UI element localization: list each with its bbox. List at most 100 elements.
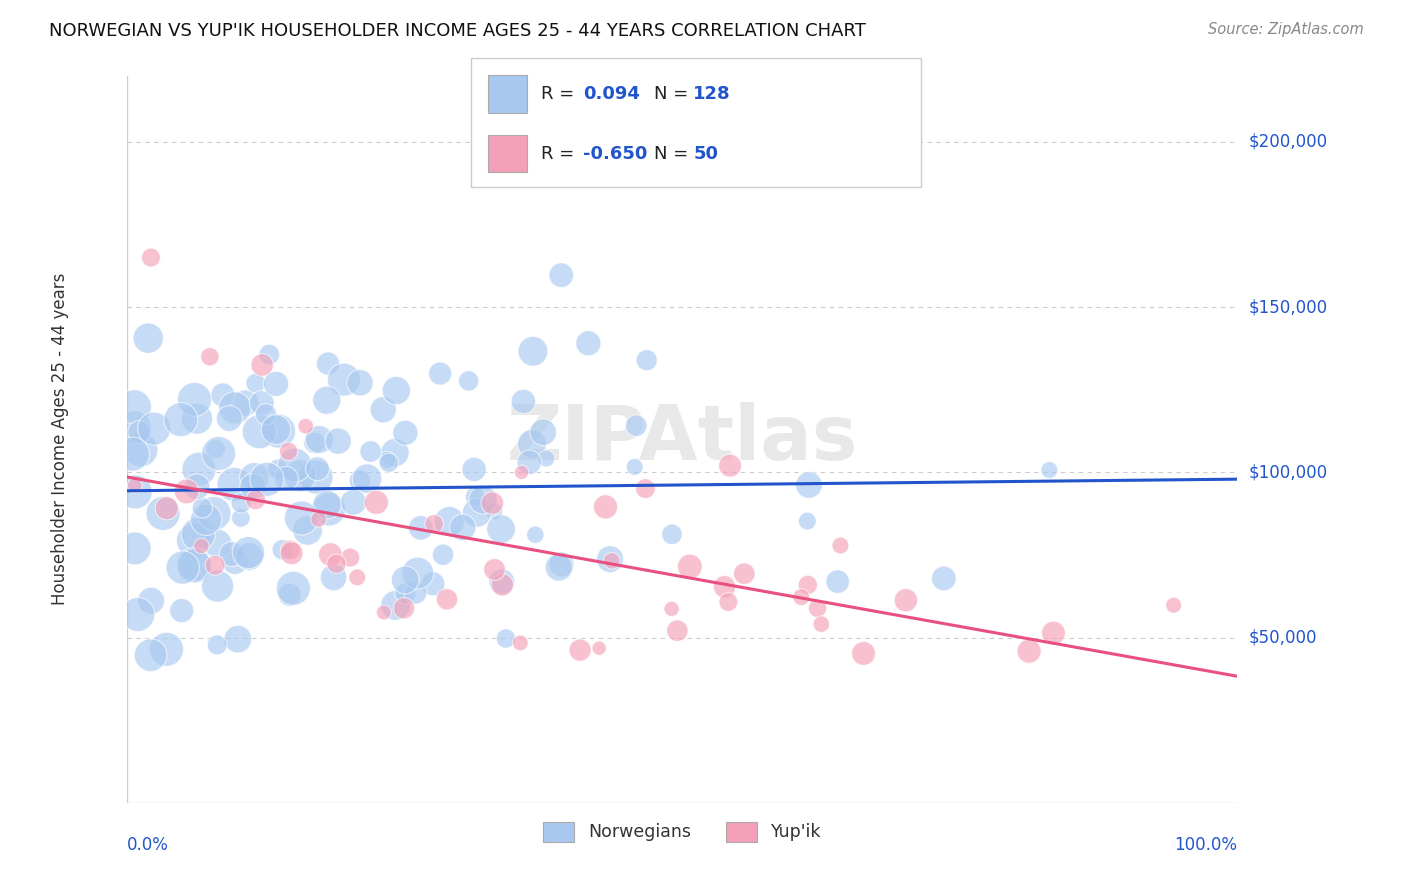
Point bbox=[276, 471, 298, 485]
Text: 0.094: 0.094 bbox=[583, 86, 640, 103]
Point bbox=[288, 468, 311, 483]
Point bbox=[271, 542, 294, 557]
Point bbox=[373, 402, 395, 417]
Point bbox=[245, 492, 267, 507]
Point bbox=[623, 459, 645, 474]
Point bbox=[852, 647, 875, 661]
Point bbox=[207, 579, 229, 593]
Point bbox=[394, 425, 416, 440]
Text: N =: N = bbox=[654, 145, 693, 162]
Point bbox=[124, 484, 146, 499]
Point bbox=[422, 576, 444, 591]
Text: $200,000: $200,000 bbox=[1249, 133, 1327, 151]
Point bbox=[218, 411, 240, 425]
Point bbox=[484, 504, 506, 518]
Point bbox=[221, 547, 243, 561]
Text: 50: 50 bbox=[693, 145, 718, 162]
Point bbox=[524, 527, 547, 541]
Point bbox=[128, 425, 150, 439]
Point bbox=[509, 636, 531, 650]
Point bbox=[600, 554, 623, 568]
Point bbox=[284, 458, 307, 472]
Point bbox=[242, 479, 264, 493]
Point bbox=[894, 593, 917, 607]
Point bbox=[207, 536, 229, 550]
Point bbox=[277, 444, 299, 458]
Text: Source: ZipAtlas.com: Source: ZipAtlas.com bbox=[1208, 22, 1364, 37]
Point bbox=[176, 484, 198, 499]
Point bbox=[124, 478, 146, 492]
Point bbox=[463, 462, 485, 476]
Point bbox=[304, 436, 326, 450]
Point bbox=[143, 421, 166, 435]
Point bbox=[713, 580, 735, 594]
Point bbox=[439, 515, 461, 529]
Text: 0.0%: 0.0% bbox=[127, 836, 169, 854]
Point bbox=[432, 548, 454, 562]
Point bbox=[1018, 644, 1040, 658]
Point bbox=[191, 500, 214, 515]
Point bbox=[297, 524, 319, 538]
Point bbox=[124, 541, 146, 556]
Point bbox=[124, 420, 146, 434]
Point bbox=[283, 582, 305, 596]
Point bbox=[190, 539, 212, 553]
Point bbox=[661, 527, 683, 541]
Point bbox=[392, 601, 415, 615]
Point bbox=[385, 384, 408, 398]
Point bbox=[409, 521, 432, 535]
Point bbox=[170, 412, 193, 426]
Point bbox=[932, 571, 955, 585]
Point bbox=[202, 507, 225, 521]
Point bbox=[243, 470, 266, 484]
Point bbox=[305, 470, 328, 484]
Point bbox=[373, 606, 395, 620]
Point bbox=[465, 506, 488, 520]
Point bbox=[294, 419, 316, 434]
Point bbox=[307, 461, 329, 475]
Point bbox=[264, 376, 287, 391]
Point bbox=[378, 456, 401, 470]
Point bbox=[346, 570, 368, 584]
Point bbox=[129, 442, 152, 457]
Point bbox=[550, 558, 572, 572]
Point bbox=[247, 425, 270, 439]
Point bbox=[124, 400, 146, 414]
Point bbox=[384, 599, 406, 613]
Legend: Norwegians, Yup'ik: Norwegians, Yup'ik bbox=[536, 814, 828, 848]
Point bbox=[186, 411, 208, 425]
Point bbox=[183, 558, 205, 573]
Point bbox=[198, 350, 221, 364]
Point bbox=[588, 641, 610, 656]
Point bbox=[235, 396, 257, 410]
Point bbox=[278, 588, 301, 602]
Point bbox=[384, 446, 406, 460]
Point bbox=[666, 624, 689, 638]
Point bbox=[256, 472, 278, 486]
Point bbox=[595, 500, 617, 514]
Point bbox=[520, 437, 543, 451]
Text: $50,000: $50,000 bbox=[1249, 629, 1317, 647]
Point bbox=[266, 462, 288, 476]
Point bbox=[187, 527, 209, 541]
Point bbox=[547, 560, 569, 574]
Point bbox=[429, 367, 451, 381]
Point bbox=[325, 557, 347, 571]
Point bbox=[229, 511, 252, 525]
Point bbox=[322, 570, 344, 584]
Point bbox=[308, 433, 330, 447]
Point bbox=[222, 477, 245, 491]
Point bbox=[481, 496, 503, 510]
Point bbox=[1042, 626, 1064, 640]
Point bbox=[127, 607, 149, 622]
Point bbox=[280, 546, 302, 560]
Point bbox=[717, 595, 740, 609]
Point bbox=[250, 396, 273, 410]
Point bbox=[139, 593, 162, 607]
Point bbox=[569, 643, 592, 657]
Point bbox=[599, 552, 621, 566]
Point bbox=[204, 558, 226, 573]
Point bbox=[205, 638, 228, 652]
Point bbox=[550, 268, 572, 282]
Point bbox=[360, 444, 382, 458]
